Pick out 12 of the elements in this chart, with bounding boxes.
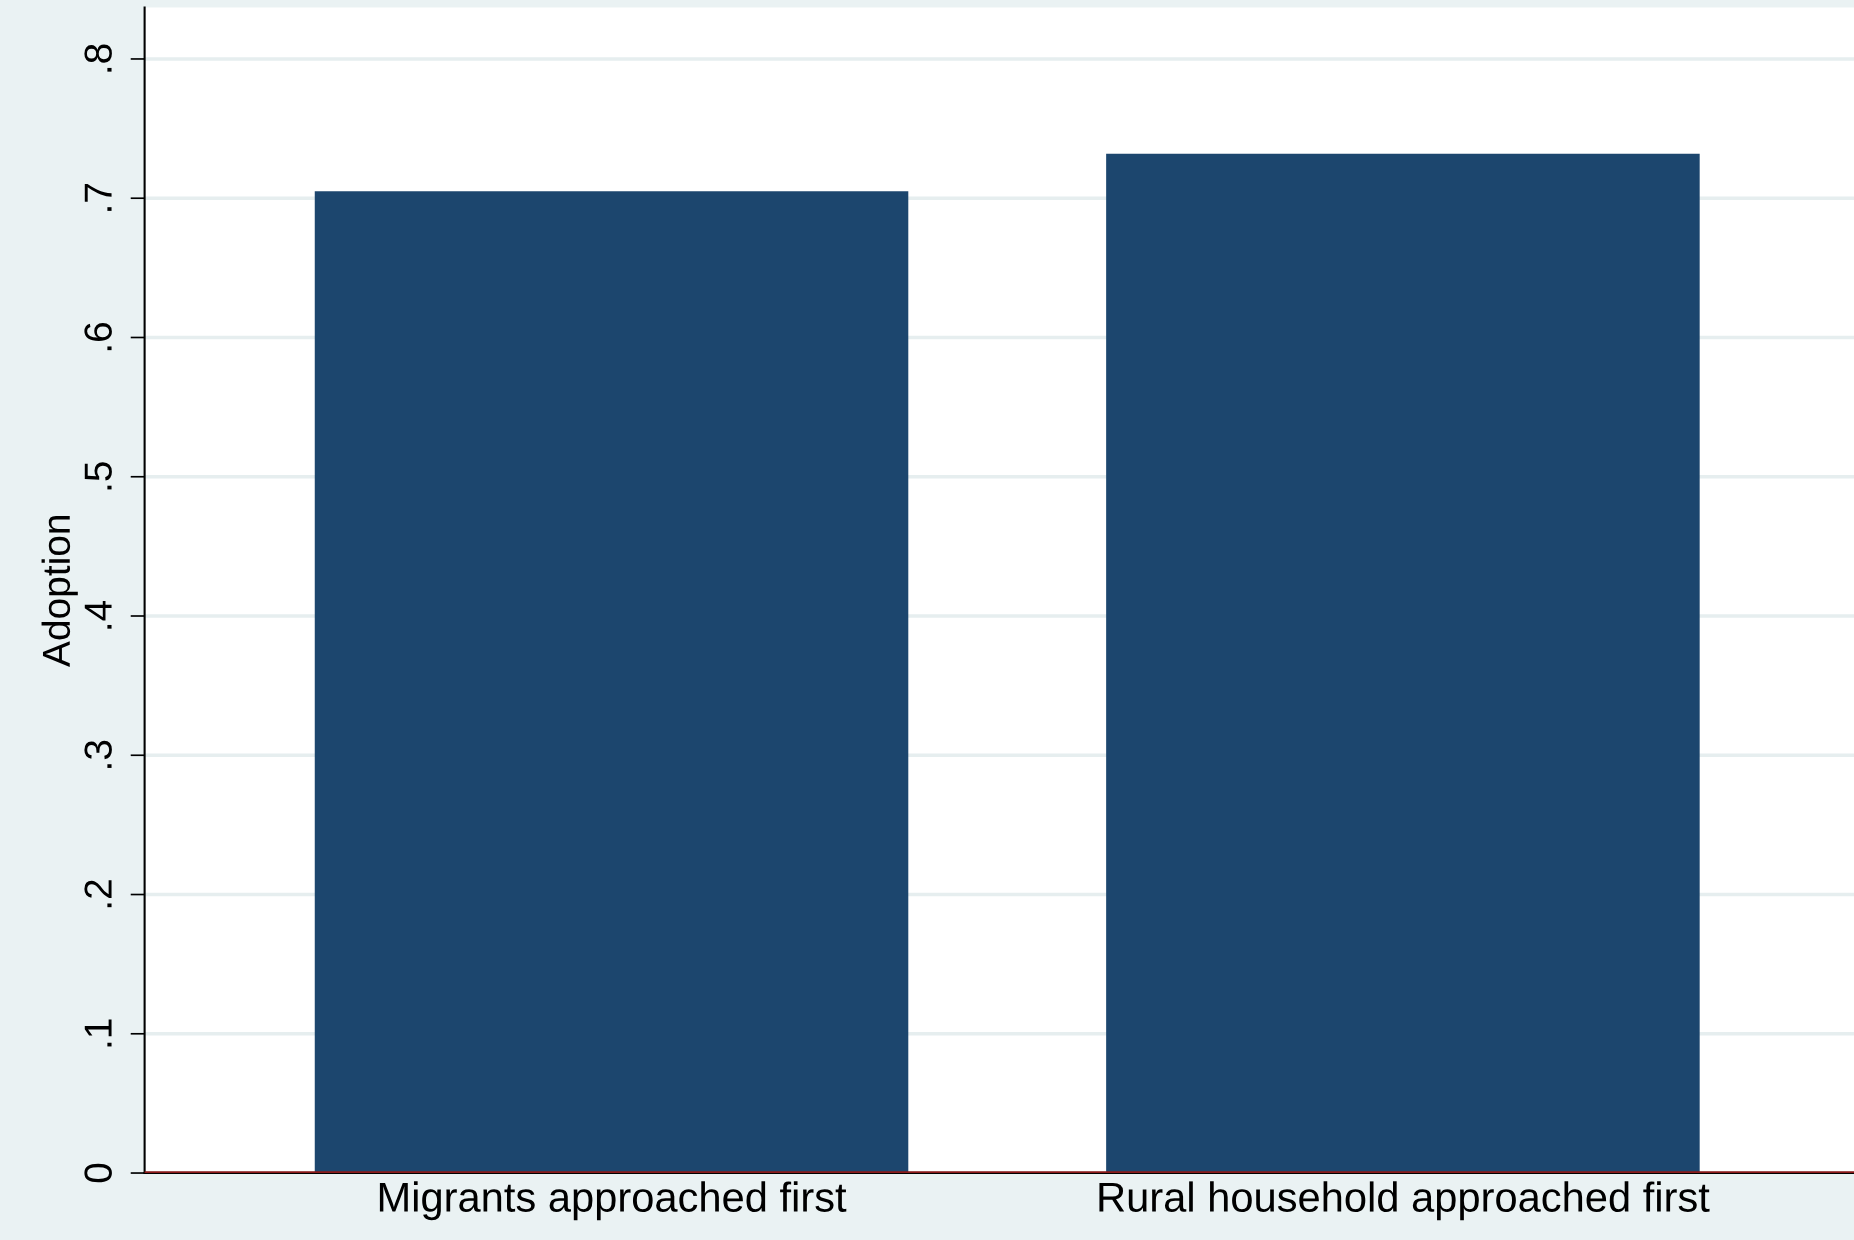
y-tick-label: .8 bbox=[84, 44, 112, 72]
y-tick-label: 0 bbox=[84, 1163, 112, 1183]
x-tick-label: Migrants approached first bbox=[379, 1181, 847, 1221]
y-tick-label: .3 bbox=[84, 740, 112, 768]
y-tick-label: .2 bbox=[84, 880, 112, 908]
x-tick-label: Rural household approached first bbox=[1099, 1181, 1710, 1221]
y-tick-label: .5 bbox=[84, 462, 112, 490]
y-tick-label: .6 bbox=[84, 322, 112, 351]
y-tick-label: .1 bbox=[84, 1019, 112, 1047]
y-tick-label: .4 bbox=[84, 600, 112, 629]
y-tick-label: .7 bbox=[84, 183, 112, 211]
y-axis-title: Adoption bbox=[41, 516, 78, 667]
